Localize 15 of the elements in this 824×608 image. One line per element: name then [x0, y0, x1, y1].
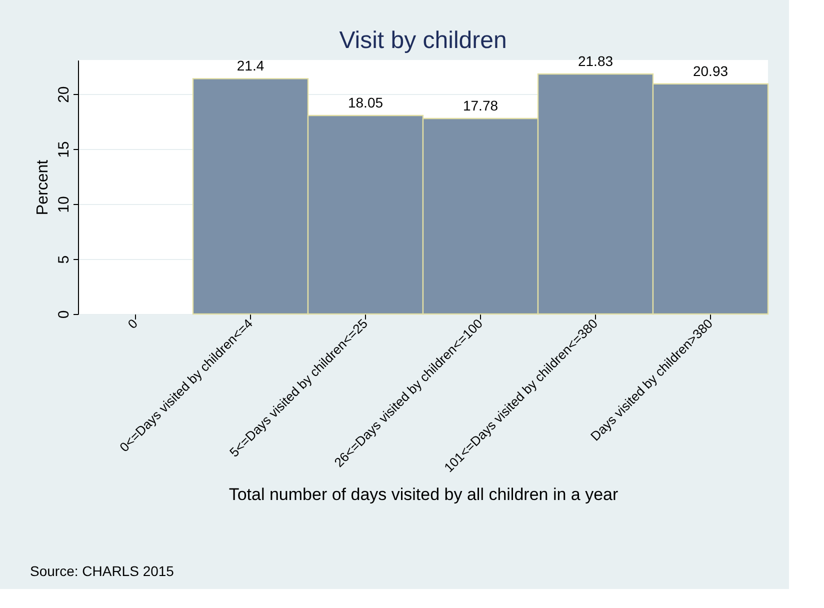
- y-tick-label: 15: [56, 141, 72, 158]
- y-tick-label: 20: [56, 86, 72, 103]
- data-label: 21.4: [236, 58, 264, 74]
- x-axis-title: Total number of days visited by all children in a year: [228, 485, 618, 504]
- y-tick-label: 0: [56, 310, 72, 319]
- data-label: 21.83: [578, 52, 614, 69]
- chart-title: Visit by children: [339, 26, 507, 54]
- y-tick-label: 5: [56, 255, 72, 264]
- source-note: Source: CHARLS 2015: [30, 563, 174, 579]
- x-tick-label: 0: [124, 316, 140, 332]
- data-label: 20.93: [692, 62, 728, 79]
- data-label: 18.05: [348, 94, 384, 111]
- y-axis-title: Percent: [34, 159, 52, 216]
- y-tick-label: 10: [56, 196, 72, 213]
- data-label: 17.78: [462, 97, 498, 114]
